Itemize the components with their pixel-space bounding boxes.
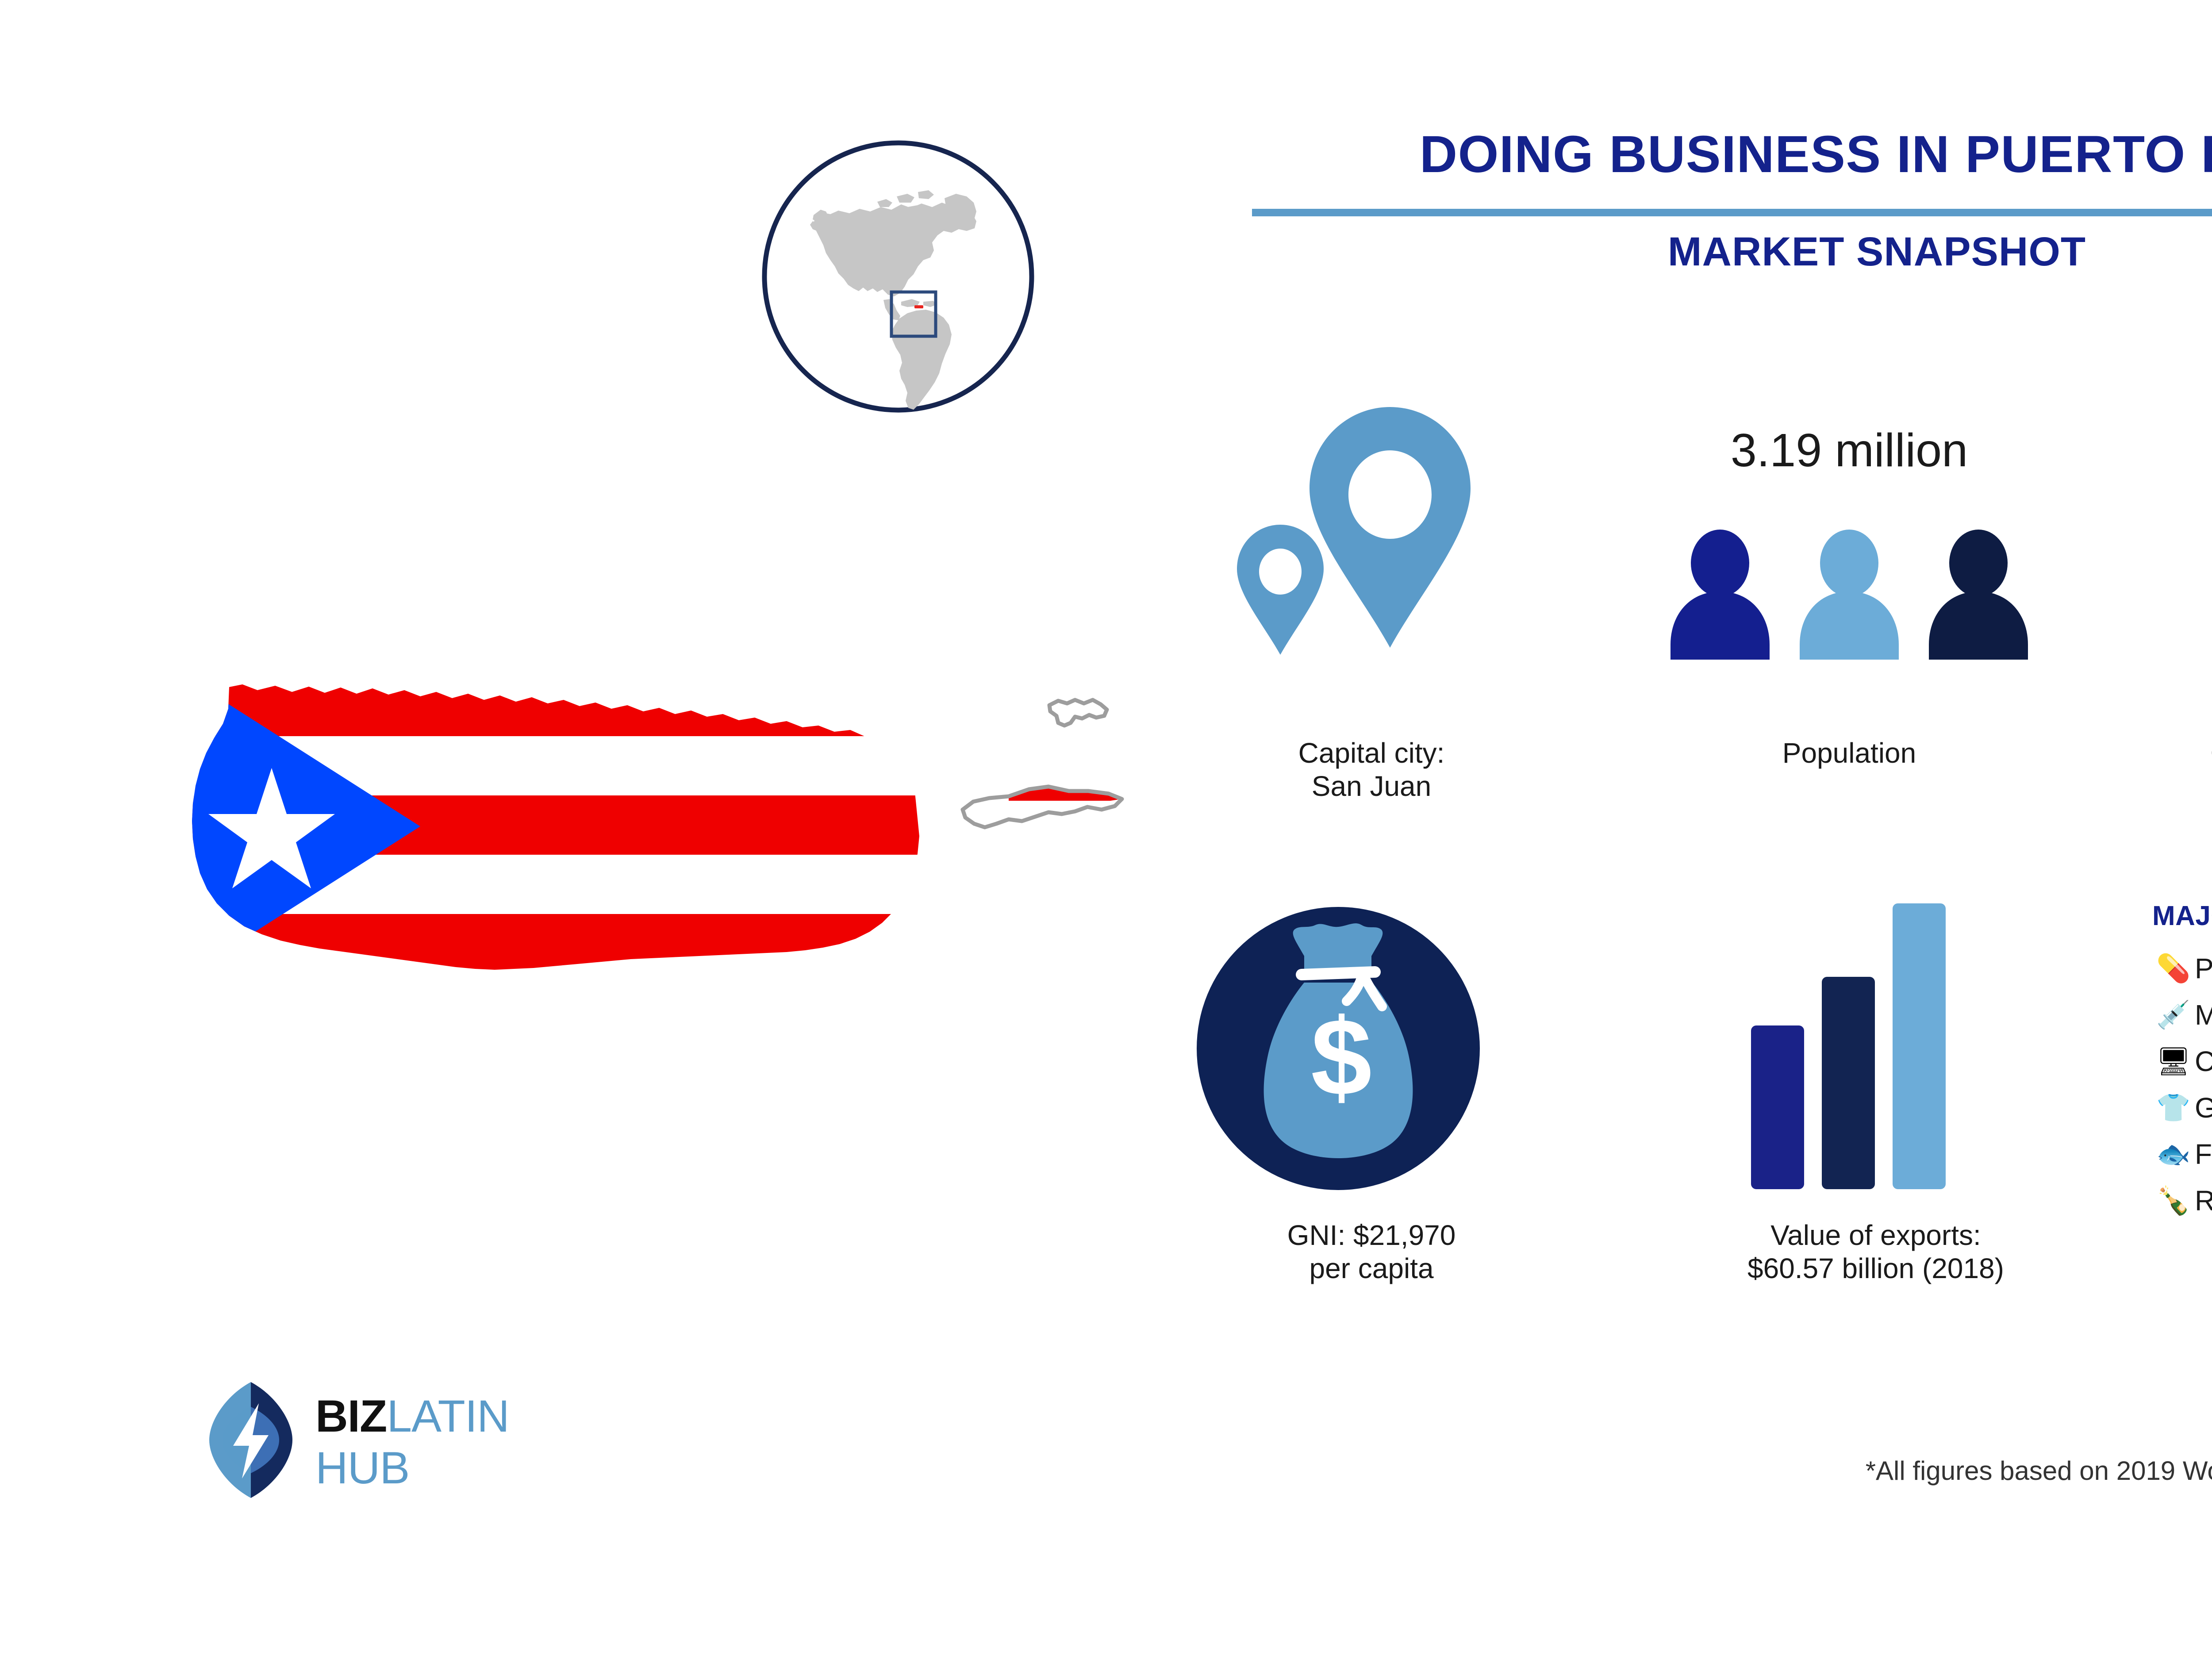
logo-wordmark-top: BIZLATIN bbox=[315, 1391, 510, 1441]
title-divider bbox=[1252, 209, 2212, 216]
website-url[interactable]: www.bizlatinhub.com bbox=[1018, 1520, 2212, 1551]
gni-line-2: per capita bbox=[1309, 1252, 1434, 1284]
puerto-rico-locator-box bbox=[890, 290, 937, 338]
header: DOING BUSINESS IN PUERTO RICO MARKET SNA… bbox=[1194, 128, 2212, 319]
bar-1 bbox=[1751, 1025, 1804, 1189]
logo-text-latin: LATIN bbox=[387, 1391, 509, 1441]
capital-city-line-2: San Juan bbox=[1311, 770, 1432, 802]
gni-caption: GNI: $21,970 per capita bbox=[1168, 1219, 1575, 1285]
page-title: DOING BUSINESS IN PUERTO RICO bbox=[1419, 125, 2212, 184]
vieques-island bbox=[960, 784, 1124, 830]
list-item: 🐟 Fish bbox=[2152, 1131, 2212, 1177]
culebra-island bbox=[1047, 698, 1109, 728]
bag-body bbox=[1263, 983, 1413, 1158]
bar-3 bbox=[1893, 903, 1946, 1189]
computer-icon: 🖥 bbox=[2156, 1045, 2191, 1077]
export-label: Computers bbox=[2195, 1045, 2212, 1077]
location-pin-icon bbox=[1234, 403, 1509, 659]
puerto-rico-highlight bbox=[914, 305, 923, 308]
person-2 bbox=[1800, 530, 1899, 660]
pin-small bbox=[1237, 525, 1324, 655]
bag-tie-knot bbox=[1342, 970, 1387, 1011]
data-source-footnote: *All figures based on 2019 World Bank da… bbox=[1865, 1456, 2212, 1486]
list-item: 🍾 Rum bbox=[2152, 1177, 2212, 1224]
logo-mark-icon bbox=[201, 1380, 301, 1500]
major-exports-block: MAJOR EXPORTS: 💊 Pharmaceuticals 💉 Medic… bbox=[2152, 902, 2212, 1224]
fish-icon: 🐟 bbox=[2156, 1137, 2191, 1170]
list-item: 🖥 Computers bbox=[2152, 1038, 2212, 1084]
list-item: 💊 Pharmaceuticals bbox=[2152, 945, 2212, 991]
syringe-icon: 💉 bbox=[2156, 998, 2191, 1031]
population-value: 3.19 million bbox=[1730, 424, 1968, 476]
person-3 bbox=[1929, 530, 2028, 660]
capital-city-caption: Capital city: San Juan bbox=[1177, 737, 1566, 803]
bag-neck bbox=[1293, 923, 1383, 976]
value-of-exports-line-1: Value of exports: bbox=[1770, 1219, 1981, 1251]
three-people-icon bbox=[1663, 529, 2035, 661]
globe-landmass bbox=[810, 190, 976, 410]
exports-bar-chart bbox=[1725, 898, 2017, 1194]
list-item: 👕 Garments bbox=[2152, 1084, 2212, 1131]
gni-line-1: GNI: $21,970 bbox=[1287, 1219, 1456, 1251]
page-subtitle: MARKET SNAPSHOT bbox=[1667, 229, 2086, 274]
export-label: Fish bbox=[2195, 1138, 2212, 1170]
pin-large bbox=[1310, 407, 1471, 648]
export-label: Garments bbox=[2195, 1091, 2212, 1124]
biz-latin-hub-logo[interactable]: BIZLATIN HUB bbox=[201, 1378, 644, 1511]
value-of-exports-line-2: $60.57 billion (2018) bbox=[1747, 1252, 2004, 1284]
money-bag-icon: $ bbox=[1186, 896, 1491, 1201]
shirt-icon: 👕 bbox=[2156, 1091, 2191, 1124]
export-label: Medical equipment bbox=[2195, 998, 2212, 1031]
bottle-icon: 🍾 bbox=[2156, 1184, 2191, 1217]
major-exports-heading: MAJOR EXPORTS: bbox=[2152, 901, 2212, 931]
logo-text-hub: HUB bbox=[315, 1443, 410, 1493]
population-caption: Population bbox=[1782, 737, 1916, 769]
bar-2 bbox=[1822, 977, 1875, 1189]
flag-star bbox=[208, 768, 335, 888]
person-1 bbox=[1671, 530, 1770, 660]
capital-city-line-1: Capital city: bbox=[1298, 737, 1445, 769]
export-label: Pharmaceuticals bbox=[2195, 952, 2212, 984]
americas-globe-badge bbox=[759, 137, 1037, 416]
pill-icon: 💊 bbox=[2156, 952, 2191, 984]
export-label: Rum bbox=[2195, 1184, 2212, 1217]
puerto-rico-flag-map bbox=[146, 659, 1164, 1013]
dollar-symbol: $ bbox=[1311, 995, 1372, 1118]
value-of-exports-caption: Value of exports: $60.57 billion (2018) bbox=[1601, 1219, 2150, 1285]
list-item: 💉 Medical equipment bbox=[2152, 991, 2212, 1038]
gdp-caption: GDP: $104.99 billion bbox=[2079, 737, 2212, 770]
logo-text-biz: BIZ bbox=[315, 1391, 387, 1441]
